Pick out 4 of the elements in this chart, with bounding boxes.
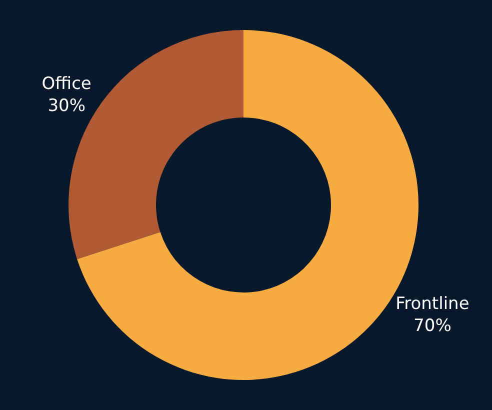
slice-label: Office	[42, 74, 92, 94]
data-label: 30%	[48, 96, 86, 116]
slice-label: Frontline	[396, 294, 470, 314]
data-label: 70%	[414, 316, 452, 336]
